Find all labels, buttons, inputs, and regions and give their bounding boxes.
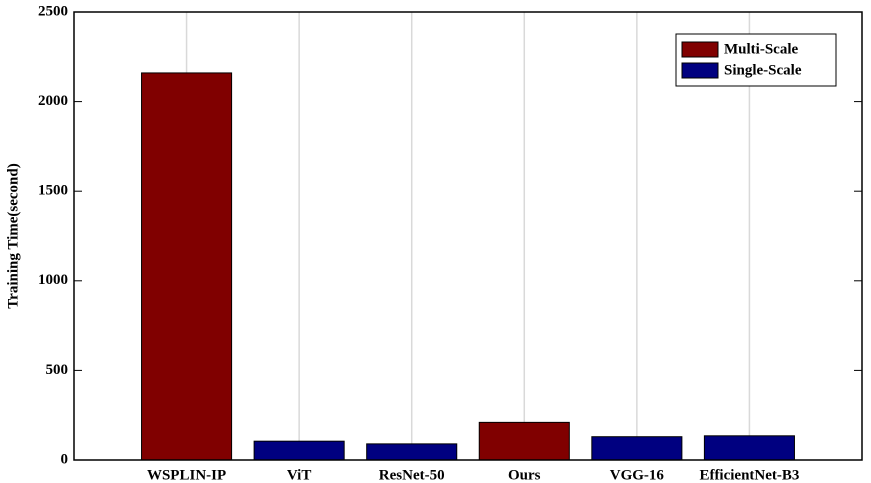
x-tick-label: Ours (508, 467, 541, 483)
y-tick-label: 0 (61, 451, 69, 467)
y-tick-label: 2000 (38, 93, 68, 109)
legend-label: Multi-Scale (724, 41, 798, 57)
legend-label: Single-Scale (724, 62, 802, 78)
y-tick-label: 500 (46, 362, 69, 378)
x-tick-label: ResNet-50 (379, 467, 445, 483)
y-tick-label: 1500 (38, 183, 68, 199)
legend-swatch (681, 62, 719, 79)
bar (591, 436, 683, 461)
legend-swatch (681, 41, 719, 58)
bar (253, 440, 345, 461)
bar (478, 421, 570, 461)
bar (366, 443, 458, 461)
x-tick-label: EfficientNet-B3 (699, 467, 799, 483)
y-tick-label: 1000 (38, 272, 68, 288)
y-axis-label: Training Time(second) (5, 163, 21, 308)
bar (141, 72, 233, 461)
axes-box (73, 11, 863, 461)
x-tick-label: WSPLIN-IP (147, 467, 226, 483)
x-tick-label: VGG-16 (610, 467, 665, 483)
x-tick-label: ViT (287, 467, 311, 483)
bar (703, 435, 795, 461)
y-tick-label: 2500 (38, 3, 68, 19)
